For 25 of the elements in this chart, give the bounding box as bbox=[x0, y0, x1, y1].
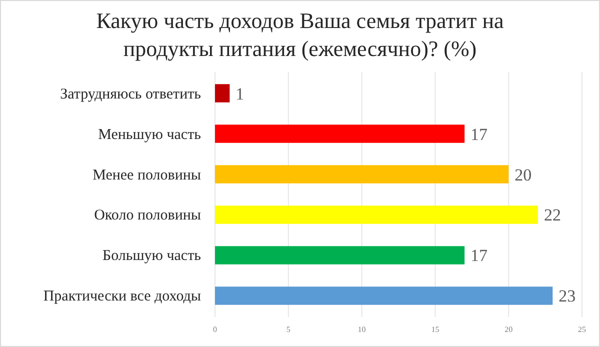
y-tick-label: Практически все доходы bbox=[43, 288, 201, 305]
x-tick-label: 5 bbox=[286, 325, 290, 334]
bar bbox=[215, 206, 538, 224]
bar bbox=[215, 165, 509, 184]
bar bbox=[215, 286, 553, 305]
data-label: 17 bbox=[470, 246, 488, 266]
bar bbox=[215, 124, 465, 143]
bar bbox=[215, 246, 465, 264]
x-tick-label: 25 bbox=[578, 325, 586, 334]
bar bbox=[215, 84, 230, 102]
chart-title: Какую часть доходов Ваша семья тратит на продукты питания (ежемесячно)? (%) bbox=[96, 8, 504, 61]
x-tick-label: 10 bbox=[358, 325, 366, 334]
y-tick-label: Менее половины bbox=[92, 167, 201, 184]
y-tick-label: Около половины bbox=[94, 208, 201, 224]
y-tick-label: Большую часть bbox=[102, 248, 202, 264]
y-tick-label: Меньшую часть bbox=[98, 126, 202, 143]
x-tick-label: 15 bbox=[431, 325, 440, 334]
data-label: 22 bbox=[544, 206, 561, 225]
data-label: 17 bbox=[470, 124, 488, 144]
x-tick-label: 20 bbox=[504, 325, 513, 334]
x-tick-label: 0 bbox=[213, 325, 217, 334]
data-label: 23 bbox=[558, 286, 576, 306]
y-tick-label: Затрудняюсь ответить bbox=[60, 86, 202, 102]
data-label: 20 bbox=[514, 165, 532, 184]
data-label: 1 bbox=[236, 84, 244, 104]
